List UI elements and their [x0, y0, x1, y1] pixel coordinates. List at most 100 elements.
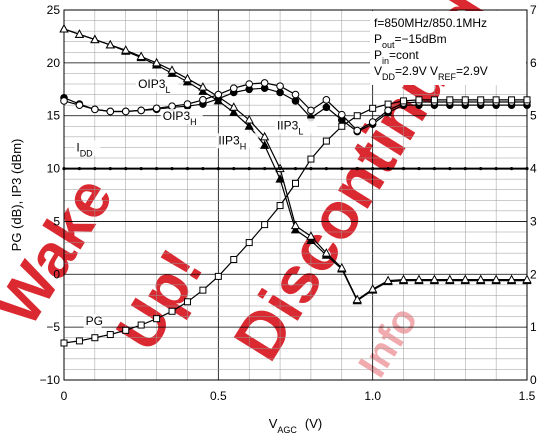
data-point — [291, 90, 300, 99]
data-point — [492, 96, 500, 104]
data-point — [59, 23, 69, 33]
series-annotation: IIP3H — [218, 133, 246, 151]
series-pg — [60, 96, 531, 347]
y-tick-label-right: 2 — [530, 267, 537, 281]
series-annotations: OIP3L OIP3H IIP3H IIP3L IDD PG — [74, 77, 317, 330]
y-tick-label-left: 15 — [47, 109, 61, 123]
data-point — [461, 96, 469, 104]
data-point — [151, 57, 162, 67]
data-point — [293, 166, 298, 171]
y-tick-label-left: −5 — [46, 320, 60, 334]
annotation-backdrop — [83, 314, 102, 330]
data-point — [306, 231, 316, 240]
grid — [64, 10, 527, 380]
data-point — [491, 274, 501, 284]
data-point — [429, 274, 440, 284]
plot-frame — [63, 9, 528, 381]
annotation-backdrop — [136, 77, 179, 93]
data-point — [324, 166, 328, 171]
data-point — [91, 105, 99, 114]
data-point — [415, 96, 423, 104]
y-tick-label-right: 0 — [530, 373, 537, 387]
y-tick-label-right: 4 — [530, 162, 537, 176]
data-point — [259, 131, 270, 141]
series-annotation: PG — [86, 314, 103, 328]
data-point — [525, 166, 529, 171]
data-point — [229, 107, 239, 117]
condition-line: f=850MHz/850.1MHz — [374, 16, 487, 30]
data-point — [232, 166, 236, 171]
x-tick-label: 0 — [61, 389, 68, 403]
data-point — [75, 337, 83, 345]
data-point — [417, 166, 421, 171]
data-point — [245, 239, 253, 247]
data-point — [509, 166, 514, 171]
data-point — [477, 96, 485, 104]
data-point — [137, 106, 145, 115]
condition-line: Pin=cont — [374, 48, 419, 66]
data-point — [74, 29, 85, 38]
data-point — [90, 34, 100, 44]
y-tick-label-left: 25 — [47, 3, 61, 17]
data-point — [261, 221, 269, 229]
data-point — [137, 321, 145, 329]
data-point — [321, 248, 332, 257]
data-point — [152, 104, 161, 113]
data-point — [306, 235, 316, 244]
data-point — [216, 166, 220, 171]
conditions-backdrop — [370, 11, 526, 85]
data-point — [338, 122, 346, 130]
data-point — [276, 82, 284, 90]
data-point — [307, 155, 315, 163]
data-point — [446, 96, 454, 104]
data-point — [322, 96, 331, 104]
data-point — [460, 274, 470, 284]
y-tick-label-right: 6 — [530, 56, 537, 70]
data-point — [185, 166, 190, 171]
data-point — [476, 274, 486, 284]
data-point — [259, 140, 270, 149]
x-axis-label: VAGC (V) — [269, 416, 323, 435]
data-point — [384, 106, 392, 115]
data-point — [247, 166, 251, 171]
data-point — [93, 166, 97, 171]
data-point — [445, 274, 455, 284]
series-annotation: OIP3H — [163, 109, 197, 127]
y-tick-label-left: 20 — [47, 56, 61, 70]
data-point — [122, 326, 130, 334]
data-point — [398, 274, 409, 284]
series-annotation: IDD — [76, 141, 93, 159]
x-tick-label: 0.5 — [210, 389, 227, 403]
data-point — [463, 166, 467, 171]
data-point — [291, 97, 300, 105]
data-point — [91, 334, 99, 342]
watermark-text: Up! — [103, 238, 216, 362]
watermark-text: Info — [350, 299, 426, 384]
data-point — [322, 103, 331, 112]
data-point — [290, 224, 301, 234]
data-point — [229, 102, 239, 111]
data-point — [383, 275, 393, 285]
data-point — [322, 137, 330, 145]
data-point — [155, 166, 159, 171]
y-tick-label-left: −10 — [40, 373, 61, 387]
data-point — [276, 202, 284, 210]
data-point — [479, 166, 483, 171]
data-point — [199, 286, 207, 294]
data-point — [508, 96, 516, 104]
condition-line: Pout=−15dBm — [374, 32, 447, 50]
data-point — [170, 166, 174, 171]
data-point — [183, 298, 191, 306]
data-point — [201, 166, 205, 171]
data-point — [368, 284, 378, 293]
y-tick-label-right: 3 — [530, 214, 537, 228]
data-point — [506, 274, 517, 284]
data-point — [183, 100, 192, 108]
data-point — [75, 101, 84, 109]
series-annotation: IIP3L — [277, 118, 303, 136]
data-point — [263, 166, 267, 171]
data-point — [60, 97, 68, 105]
x-tick-label: 1.5 — [519, 389, 536, 403]
annotation-backdrop — [74, 140, 101, 156]
